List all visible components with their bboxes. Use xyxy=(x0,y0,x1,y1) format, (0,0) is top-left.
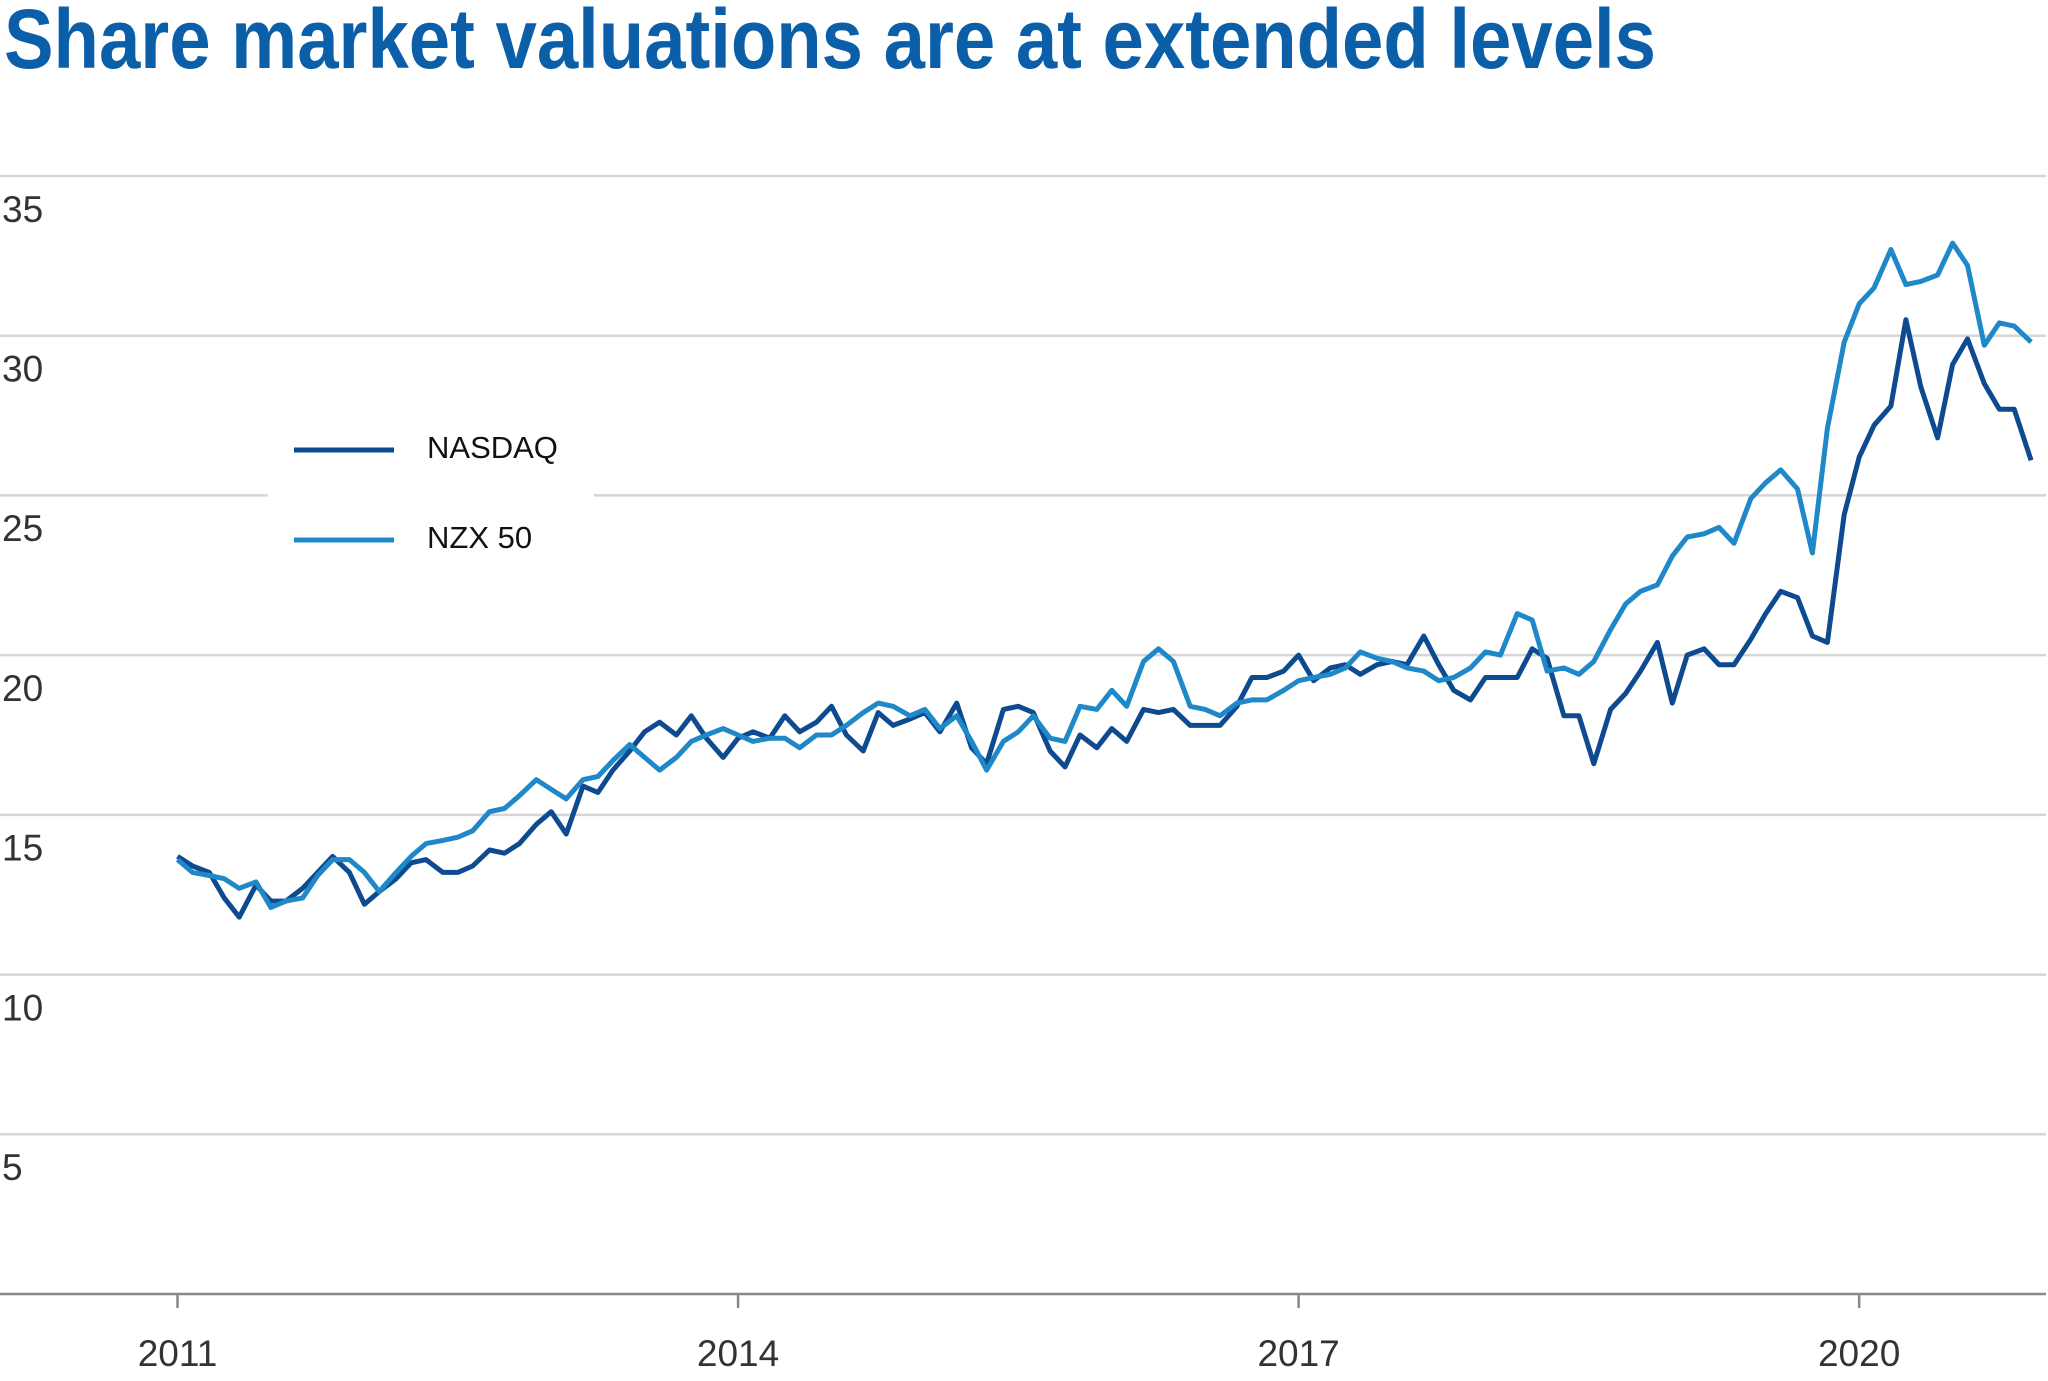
y-tick-label: 30 xyxy=(2,348,43,389)
line-series xyxy=(175,240,2033,910)
y-tick-label: 15 xyxy=(2,828,43,869)
y-tick-label: 20 xyxy=(2,668,43,709)
x-tick-label: 2011 xyxy=(138,1333,218,1374)
y-tick-label: 10 xyxy=(2,987,43,1028)
x-tick-label: 2020 xyxy=(1818,1333,1900,1374)
legend: NASDAQ NZX 50 xyxy=(268,395,594,555)
y-tick-label: 5 xyxy=(2,1147,23,1188)
legend-label: NASDAQ xyxy=(427,430,558,465)
x-tick-label: 2017 xyxy=(1257,1333,1339,1374)
y-tick-label: 25 xyxy=(2,508,43,549)
chart-title: Share market valuations are at extended … xyxy=(4,0,1656,86)
y-tick-label: 35 xyxy=(2,189,43,230)
line-series xyxy=(176,317,2034,920)
x-tick-label: 2014 xyxy=(697,1333,779,1374)
legend-label: NZX 50 xyxy=(427,520,532,555)
